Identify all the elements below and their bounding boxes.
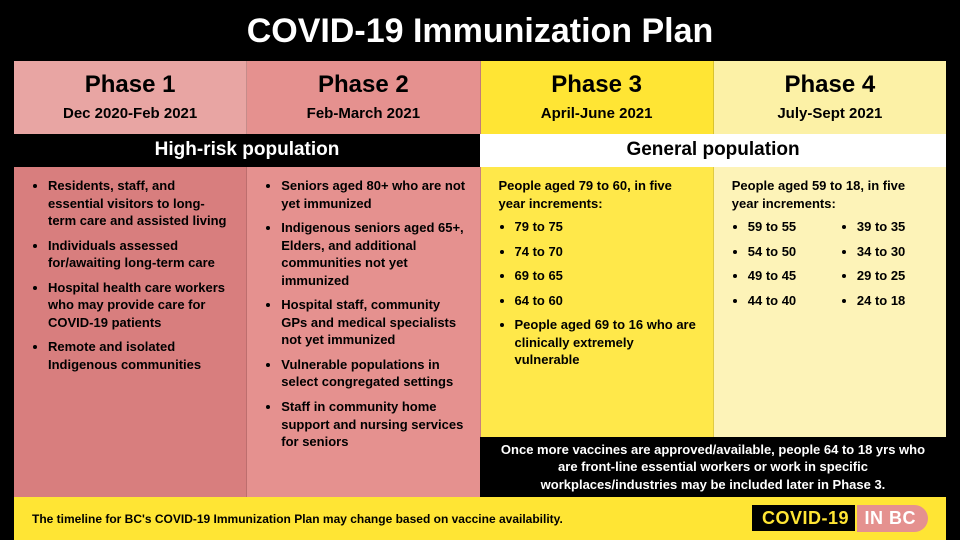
phase-header: Phase 1 Dec 2020-Feb 2021 [14, 61, 247, 134]
phase-bullets: 79 to 75 74 to 70 69 to 65 64 to 60 People a… [499, 218, 699, 369]
bullet-item: Seniors aged 80+ who are not yet immuniz… [281, 177, 465, 212]
main-title: COVID-19 Immunization Plan [14, 12, 946, 51]
bullet-item: Remote and isolated Indigenous communiti… [48, 338, 232, 373]
bullet-item: 34 to 30 [857, 243, 932, 261]
immunization-plan-infographic: COVID-19 Immunization Plan Phase 1 Dec 2… [0, 0, 960, 540]
phase3-note: Once more vaccines are approved/availabl… [480, 437, 946, 497]
bullet-item: 79 to 75 [515, 218, 699, 236]
bullet-item: 49 to 45 [748, 267, 823, 285]
phase-header: Phase 3 April-June 2021 [481, 61, 714, 134]
phase-intro: People aged 79 to 60, in five year incre… [499, 177, 699, 212]
phase-title: Phase 3 [485, 71, 709, 99]
phase-headers-row: Phase 1 Dec 2020-Feb 2021Phase 2 Feb-Mar… [14, 61, 946, 134]
population-groups-row: High-risk population General population [14, 134, 946, 167]
bullet-item: 44 to 40 [748, 292, 823, 310]
phase-bullets: 39 to 35 34 to 30 29 to 25 24 to 18 [841, 218, 932, 316]
bullet-item: 59 to 55 [748, 218, 823, 236]
bullet-item: 24 to 18 [857, 292, 932, 310]
bullet-item: 74 to 70 [515, 243, 699, 261]
phase-body: Residents, staff, and essential visitors… [14, 167, 247, 497]
phase-bullets: 59 to 55 54 to 50 49 to 45 44 to 40 [732, 218, 823, 316]
phase-dates: Feb-March 2021 [251, 105, 475, 122]
bullet-item: 54 to 50 [748, 243, 823, 261]
bullet-item: Vulnerable populations in select congreg… [281, 356, 465, 391]
bullet-item: Indigenous seniors aged 65+, Elders, and… [281, 219, 465, 289]
bullet-item: People aged 69 to 16 who are clinically … [515, 316, 699, 369]
bullet-item: Hospital health care workers who may pro… [48, 279, 232, 332]
phase-title: Phase 2 [251, 71, 475, 99]
bullet-item: Residents, staff, and essential visitors… [48, 177, 232, 230]
brand-mark: COVID-19 IN BC [752, 505, 928, 532]
phase-dates: Dec 2020-Feb 2021 [18, 105, 242, 122]
bullet-item: Staff in community home support and nurs… [281, 398, 465, 451]
phase-title: Phase 1 [18, 71, 242, 99]
phase-body: Seniors aged 80+ who are not yet immuniz… [247, 167, 480, 497]
high-risk-label: High-risk population [14, 134, 480, 167]
phase-header: Phase 4 July-Sept 2021 [714, 61, 946, 134]
phase-bullets: Residents, staff, and essential visitors… [32, 177, 232, 373]
phase-title: Phase 4 [718, 71, 942, 99]
phase-dates: July-Sept 2021 [718, 105, 942, 122]
bullet-item: 29 to 25 [857, 267, 932, 285]
phase-header: Phase 2 Feb-March 2021 [247, 61, 480, 134]
general-label: General population [480, 134, 946, 167]
phase-bullets: Seniors aged 80+ who are not yet immuniz… [265, 177, 465, 451]
bullet-item: Hospital staff, community GPs and medica… [281, 296, 465, 349]
bullet-item: 39 to 35 [857, 218, 932, 236]
brand-in-bc: IN BC [857, 505, 929, 532]
bullet-item: Individuals assessed for/awaiting long-t… [48, 237, 232, 272]
bullet-item: 64 to 60 [515, 292, 699, 310]
footnote-text: The timeline for BC's COVID-19 Immunizat… [32, 512, 752, 526]
footer-bar: The timeline for BC's COVID-19 Immunizat… [14, 497, 946, 540]
bullet-item: 69 to 65 [515, 267, 699, 285]
phase-intro: People aged 59 to 18, in five year incre… [732, 177, 932, 212]
phase-dates: April-June 2021 [485, 105, 709, 122]
brand-covid19: COVID-19 [752, 505, 855, 531]
